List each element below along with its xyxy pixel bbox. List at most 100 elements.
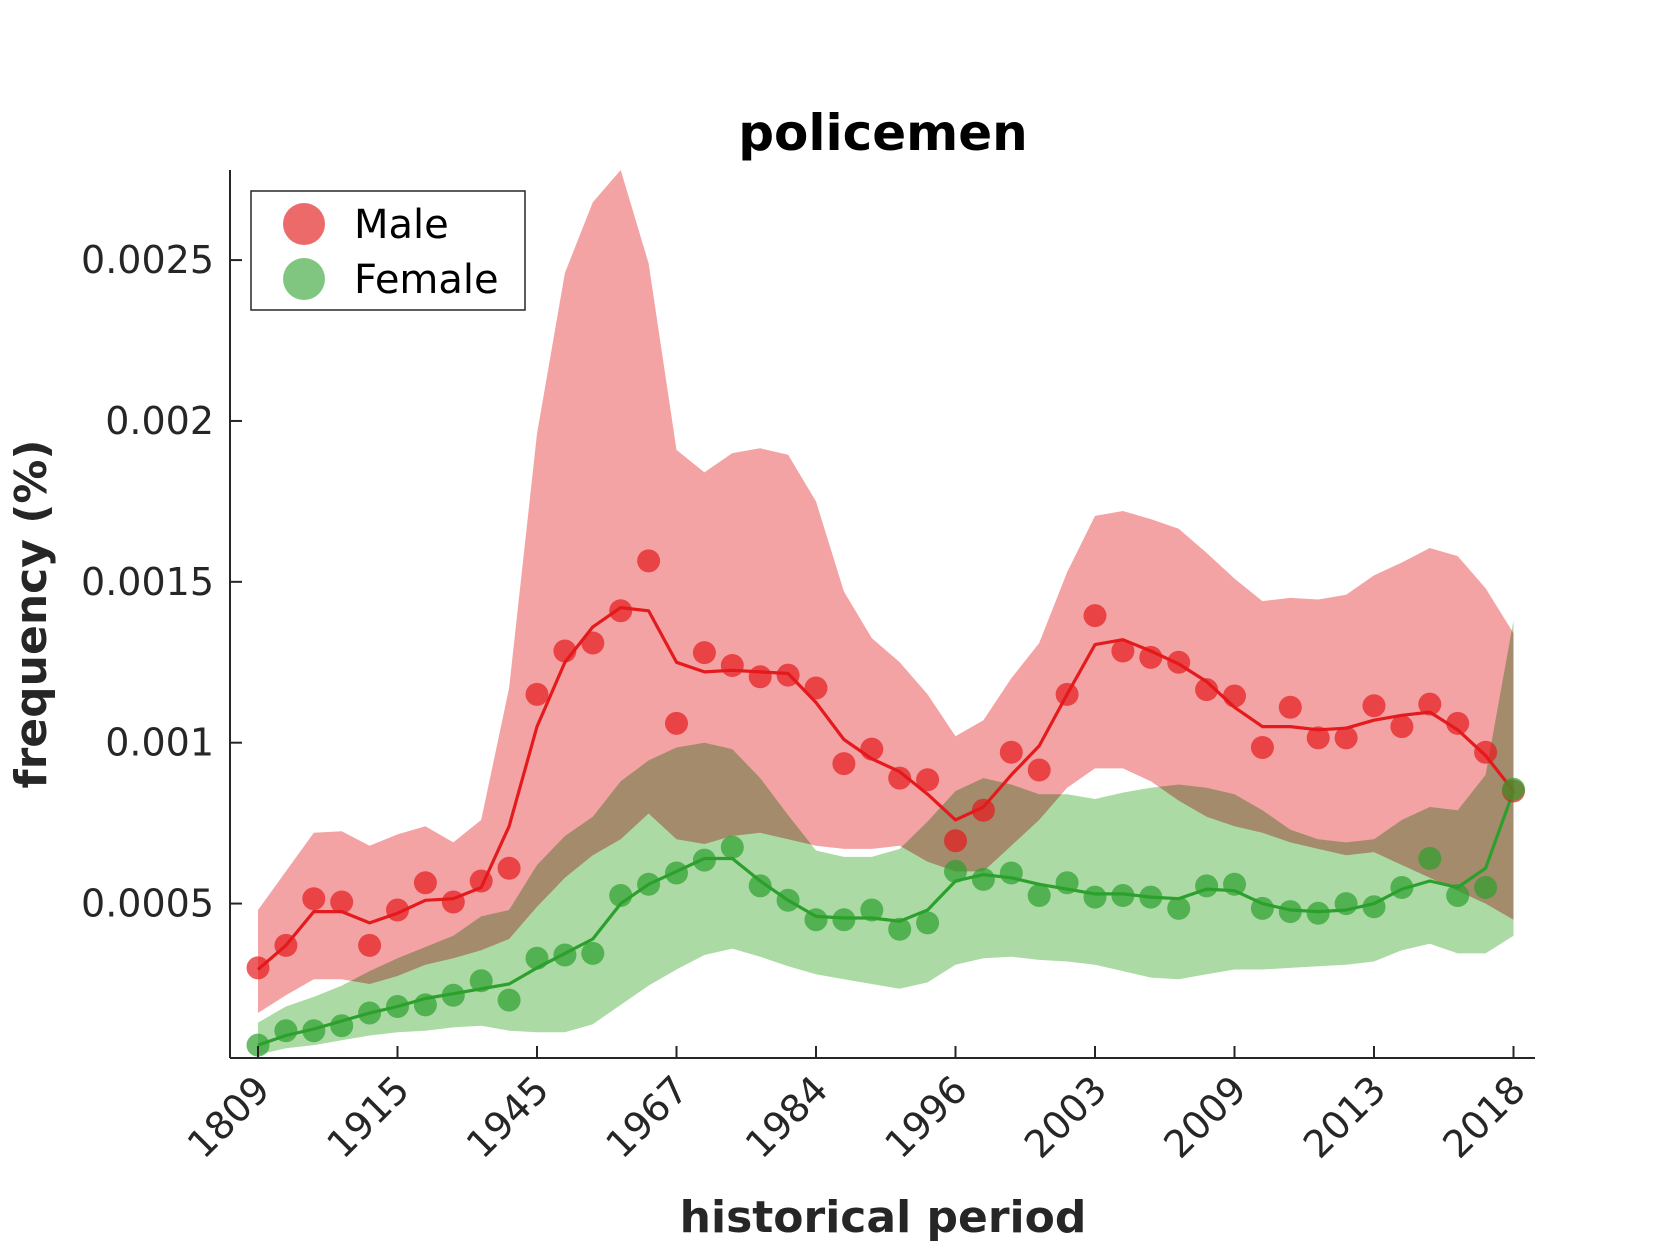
- point-female: [1390, 876, 1414, 899]
- point-male: [888, 766, 912, 790]
- x-tick-label: 1945: [458, 1067, 558, 1167]
- y-tick-label: 0.001: [105, 721, 214, 765]
- point-male: [832, 752, 856, 776]
- point-female: [358, 1001, 382, 1025]
- point-female: [776, 888, 800, 912]
- point-male: [776, 663, 800, 687]
- trend-line-male: [256, 606, 1515, 971]
- point-female: [525, 946, 549, 970]
- point-male: [497, 856, 521, 880]
- point-male: [720, 654, 744, 677]
- point-female: [720, 835, 744, 859]
- point-male: [553, 639, 577, 663]
- point-male: [1474, 740, 1498, 764]
- point-male: [246, 956, 270, 980]
- point-male: [413, 871, 437, 895]
- x-tick-label: 1915: [318, 1067, 418, 1167]
- x-ticks: 1809 1915 1945 1967 1984 1996 2003 2009 2013 2018: [179, 1046, 1534, 1167]
- point-male: [860, 737, 884, 761]
- y-axis-label: frequency (%): [6, 439, 57, 788]
- point-female: [330, 1014, 354, 1038]
- point-female: [581, 941, 605, 965]
- y-ticks: 0.0005 0.001 0.0015 0.002 0.0025: [81, 238, 242, 926]
- point-female: [302, 1019, 326, 1043]
- point-female: [413, 993, 437, 1017]
- point-male: [665, 711, 688, 735]
- point-female: [274, 1019, 298, 1043]
- point-female: [1250, 896, 1274, 920]
- legend-marker-female: [283, 258, 325, 300]
- point-male: [1306, 726, 1330, 750]
- axes: [229, 170, 1535, 1059]
- point-female: [441, 983, 465, 1007]
- point-female: [692, 848, 716, 872]
- point-female: [1195, 874, 1219, 898]
- point-female: [1139, 885, 1163, 909]
- point-male: [999, 740, 1023, 764]
- point-female: [1306, 901, 1330, 925]
- legend: Male Female: [250, 190, 526, 311]
- point-male: [441, 890, 465, 914]
- point-male: [971, 798, 995, 822]
- point-male: [1418, 692, 1442, 716]
- point-male: [581, 631, 605, 655]
- point-female: [386, 995, 409, 1018]
- point-female: [469, 969, 493, 993]
- point-female: [1334, 892, 1358, 916]
- point-male: [1167, 650, 1191, 674]
- point-female: [497, 988, 521, 1012]
- point-male: [1362, 694, 1386, 718]
- x-tick-label: 2013: [1295, 1067, 1395, 1167]
- trend-line-female: [257, 790, 1516, 1047]
- point-female: [1055, 871, 1079, 895]
- point-female: [888, 917, 912, 941]
- point-female: [1474, 876, 1498, 899]
- x-axis-label: historical period: [680, 1192, 1087, 1243]
- point-male: [637, 549, 661, 573]
- point-female: [804, 908, 828, 932]
- x-tick-label: 1996: [876, 1067, 976, 1167]
- legend-label-male: Male: [354, 202, 449, 248]
- point-male: [609, 599, 633, 623]
- point-male: [944, 829, 967, 853]
- x-tick-label: 1967: [597, 1067, 697, 1167]
- point-male: [804, 676, 828, 700]
- point-male: [916, 768, 940, 792]
- point-female: [637, 872, 661, 896]
- point-female: [553, 943, 577, 967]
- chart-title: policemen: [738, 104, 1028, 162]
- point-female: [860, 898, 884, 922]
- point-male: [1055, 682, 1079, 706]
- point-female: [971, 867, 995, 891]
- x-tick-label: 2018: [1434, 1067, 1534, 1167]
- point-male: [1111, 639, 1135, 663]
- point-female: [944, 859, 967, 883]
- point-female: [999, 861, 1023, 885]
- point-male: [692, 641, 716, 665]
- point-female: [916, 911, 940, 935]
- x-tick-label: 1809: [179, 1067, 279, 1167]
- y-tick-label: 0.0005: [81, 882, 214, 926]
- point-female: [1418, 847, 1442, 870]
- point-male: [525, 682, 549, 706]
- point-female: [1502, 777, 1525, 801]
- point-female: [665, 861, 688, 885]
- point-female: [1027, 884, 1051, 907]
- x-tick-label: 2009: [1155, 1067, 1255, 1167]
- point-female: [748, 874, 772, 898]
- point-male: [1223, 684, 1246, 708]
- point-male: [1195, 678, 1219, 702]
- x-tick-label: 2003: [1016, 1067, 1116, 1167]
- point-male: [358, 933, 382, 957]
- point-female: [1223, 872, 1246, 896]
- point-male: [1446, 711, 1470, 735]
- point-female: [1278, 900, 1302, 924]
- point-female: [1362, 895, 1386, 919]
- point-female: [1083, 885, 1107, 909]
- point-male: [386, 898, 409, 922]
- point-female: [609, 884, 633, 907]
- point-female: [246, 1033, 270, 1057]
- point-male: [469, 869, 493, 893]
- point-male: [1139, 645, 1163, 669]
